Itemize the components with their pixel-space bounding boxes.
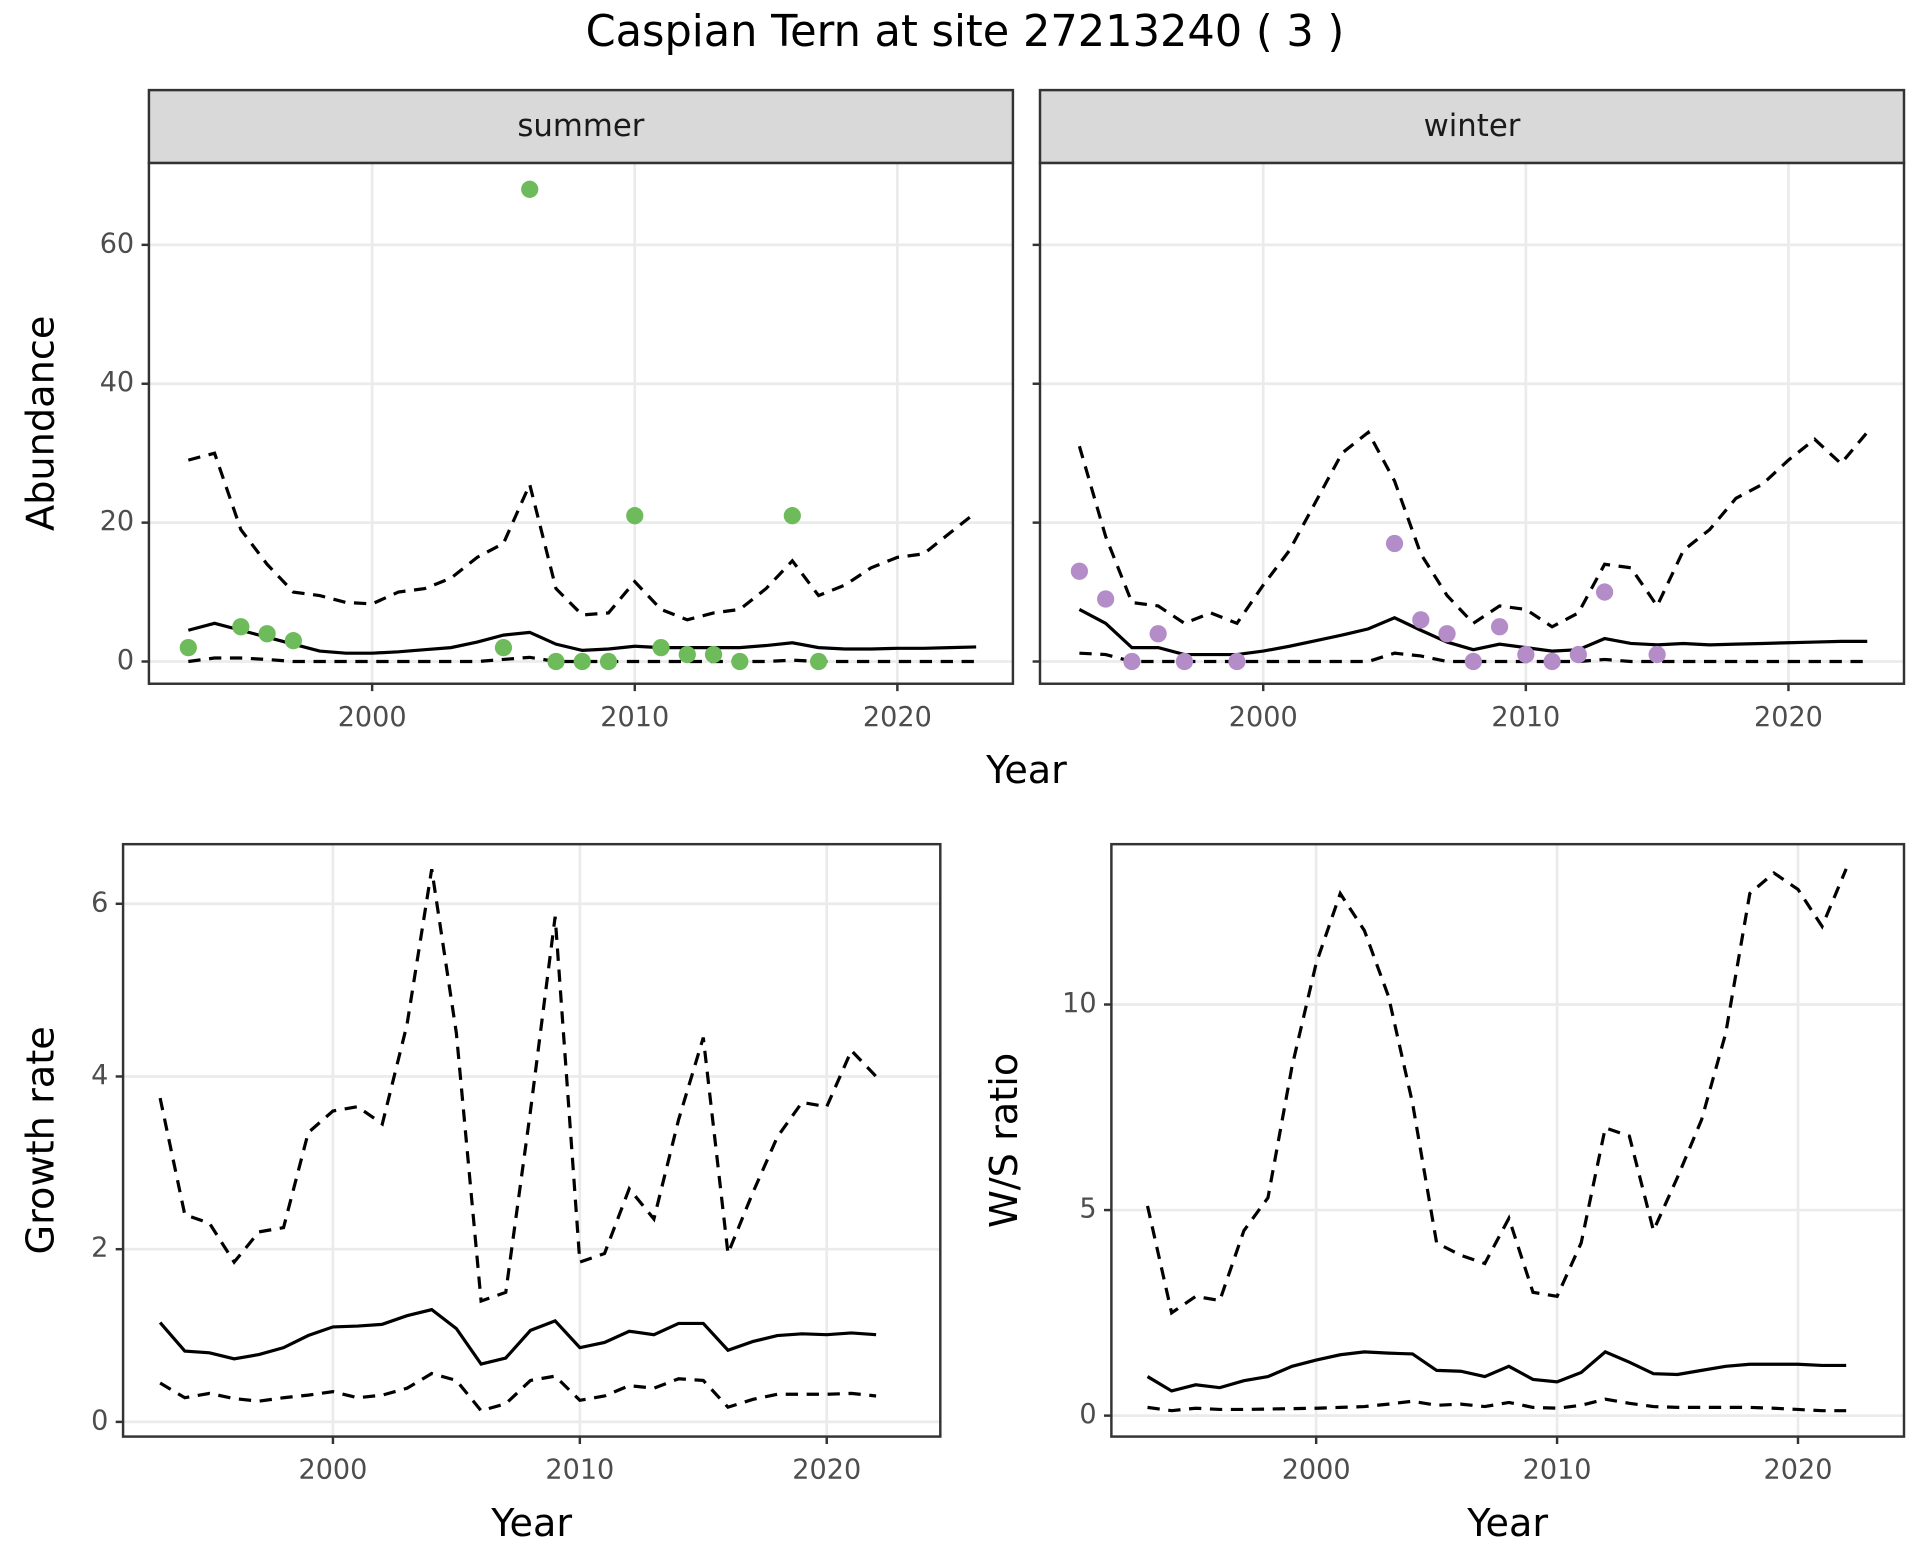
data-point xyxy=(284,632,302,650)
data-point xyxy=(1097,590,1115,608)
plot-area xyxy=(123,844,941,1437)
interval-line xyxy=(1079,651,1868,664)
x-tick-label: 2000 xyxy=(338,702,407,733)
y-tick-label: 2 xyxy=(91,1233,108,1264)
y-axis-title: Growth rate xyxy=(20,1026,64,1254)
data-point xyxy=(1412,611,1430,629)
data-point xyxy=(678,645,696,664)
panel: 2000 2010 2020 0 5 10 Year W/S ratio xyxy=(983,842,1906,1546)
y-tick-label: 6 xyxy=(91,887,108,918)
data-point xyxy=(1543,652,1561,671)
mean-line xyxy=(1078,608,1868,657)
data-point xyxy=(1517,645,1535,664)
data-point xyxy=(1123,652,1141,671)
interval-line xyxy=(1077,429,1869,629)
panel-border xyxy=(121,842,942,1438)
x-tick-label: 2000 xyxy=(1282,1455,1351,1486)
y-tick-label: 0 xyxy=(1079,1399,1096,1430)
x-tick-label: 2020 xyxy=(1754,702,1823,733)
data-point xyxy=(1438,625,1456,643)
y-tick-label: 20 xyxy=(100,506,134,537)
mean-line xyxy=(1146,1350,1847,1393)
data-point xyxy=(652,638,670,657)
data-point xyxy=(1648,645,1666,664)
panel: 2000 2010 2020 0 2 4 6 Year Growth rate xyxy=(20,842,942,1546)
data-point xyxy=(1464,652,1482,671)
data-point xyxy=(599,652,618,671)
facet-strip xyxy=(147,88,1015,165)
y-tick-label: 5 xyxy=(1079,1194,1096,1225)
y-axis-title: W/S ratio xyxy=(983,1053,1027,1228)
y-tick-label: 4 xyxy=(91,1060,108,1091)
panel: 2000 2010 2020 0 20 40 60 summer Year Abundance xyxy=(20,88,1067,793)
data-point xyxy=(1569,645,1587,664)
mean-line xyxy=(158,1307,877,1366)
plot-area xyxy=(148,162,1013,684)
panel-border xyxy=(1110,842,1906,1438)
x-axis-title: Year xyxy=(985,749,1067,793)
y-tick-label: 40 xyxy=(100,367,134,398)
y-axis-title: Abundance xyxy=(20,316,64,531)
x-tick-label: 2010 xyxy=(1491,702,1560,733)
data-point xyxy=(179,638,197,657)
y-tick-label: 10 xyxy=(1062,988,1096,1019)
data-point xyxy=(1228,652,1246,671)
interval-line xyxy=(158,868,878,1304)
data-point xyxy=(1149,625,1167,643)
data-point xyxy=(1596,583,1614,601)
facet-strip xyxy=(1038,88,1906,165)
x-tick-label: 2020 xyxy=(863,702,932,733)
data-point xyxy=(494,638,513,657)
x-tick-label: 2020 xyxy=(1764,1455,1833,1486)
panel: 2000 2010 2020 winter xyxy=(1032,88,1906,733)
interval-line xyxy=(188,655,977,664)
data-point xyxy=(1070,562,1089,580)
interval-line xyxy=(187,451,978,622)
data-point xyxy=(704,645,723,664)
data-point xyxy=(547,652,565,671)
interval-line xyxy=(1145,868,1848,1316)
x-tick-label: 2010 xyxy=(1523,1455,1592,1486)
mean-line xyxy=(187,621,977,655)
figure-title: Caspian Tern at site 27213240 ( 3 ) xyxy=(586,7,1345,57)
x-tick-label: 2010 xyxy=(600,702,669,733)
data-point xyxy=(1490,618,1509,636)
y-tick-label: 0 xyxy=(117,645,134,676)
x-tick-label: 2020 xyxy=(792,1455,861,1486)
y-tick-label: 0 xyxy=(91,1405,108,1436)
data-point xyxy=(521,180,539,198)
interval-line xyxy=(1147,1397,1847,1413)
data-point xyxy=(1175,652,1194,671)
y-tick-label: 60 xyxy=(100,228,134,259)
data-point xyxy=(626,507,644,525)
plot-area xyxy=(1040,162,1904,684)
data-point xyxy=(783,507,801,525)
facet-label: summer xyxy=(517,108,644,144)
data-point xyxy=(573,652,591,671)
x-tick-label: 2000 xyxy=(1229,702,1298,733)
data-point xyxy=(1385,534,1404,553)
data-point xyxy=(258,625,276,643)
x-tick-label: 2000 xyxy=(298,1455,367,1486)
x-axis-title: Year xyxy=(1466,1502,1548,1546)
data-point xyxy=(809,652,828,671)
facet-label: winter xyxy=(1424,108,1521,144)
data-point xyxy=(731,652,749,671)
x-axis-title: Year xyxy=(490,1502,572,1546)
plot-area xyxy=(1111,844,1904,1437)
data-point xyxy=(232,618,250,636)
x-tick-label: 2010 xyxy=(545,1455,614,1486)
